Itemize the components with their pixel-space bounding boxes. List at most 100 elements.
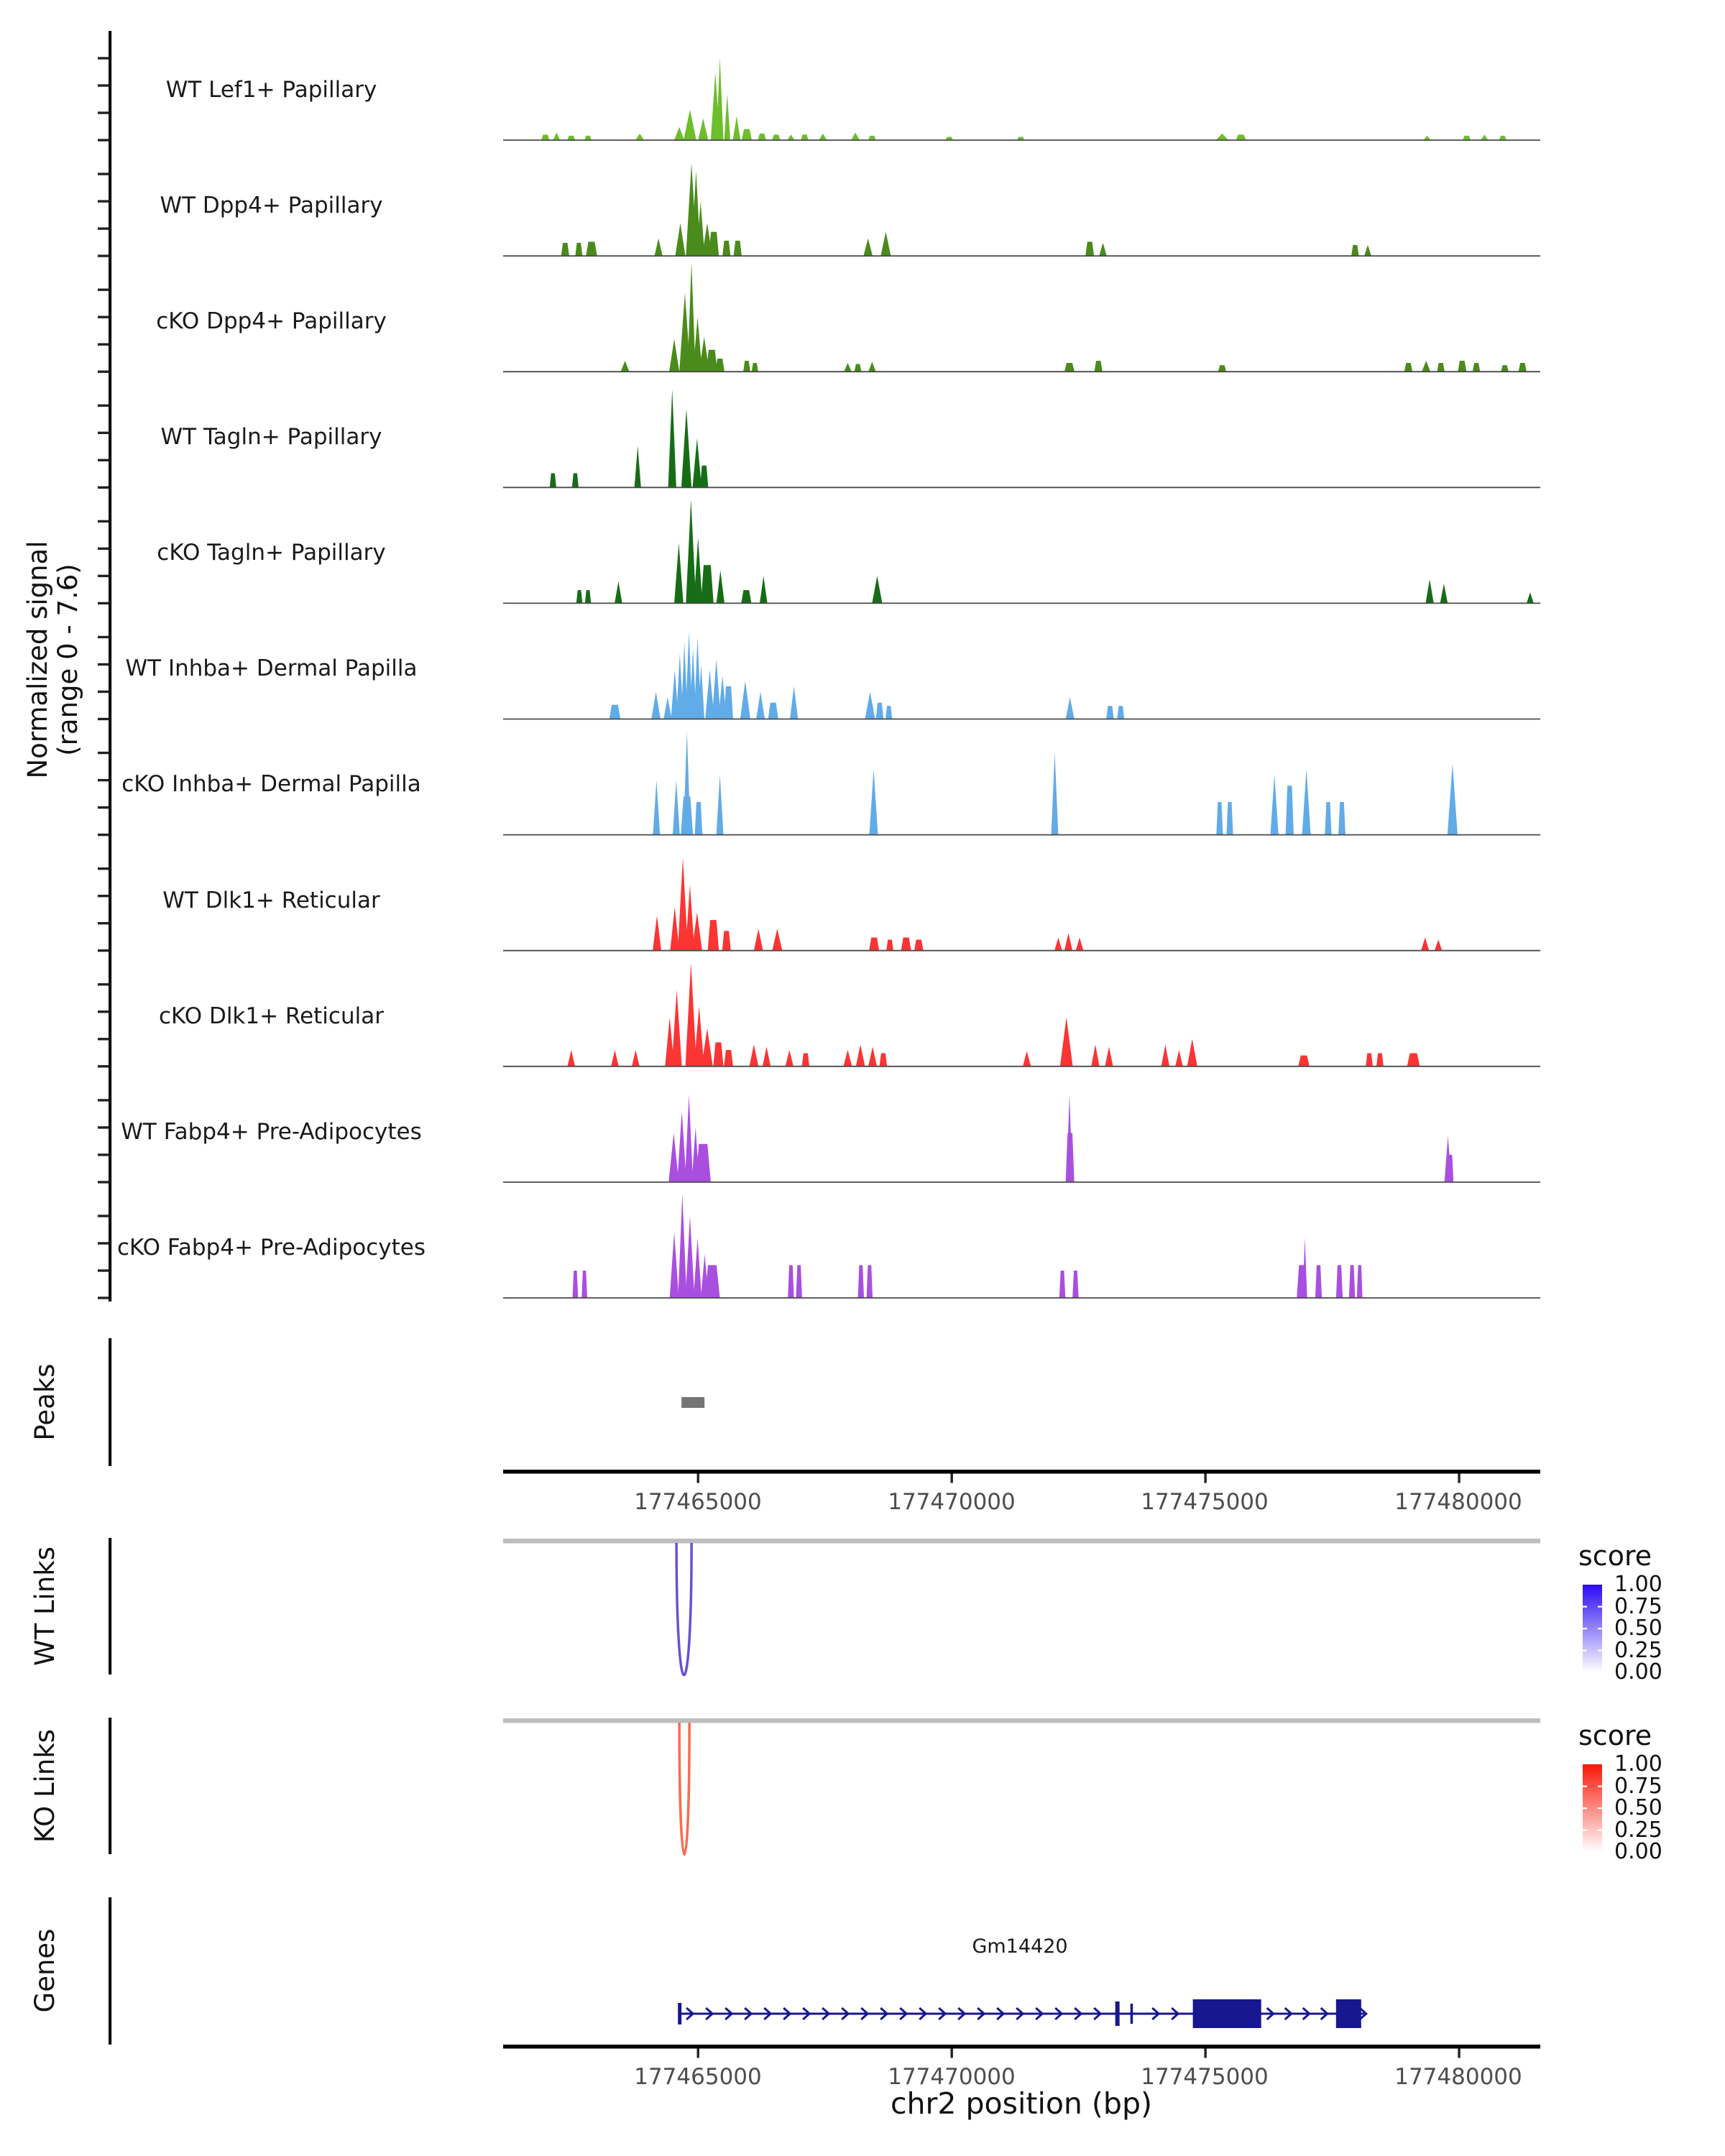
coverage-peak [1425, 579, 1434, 604]
coverage-peak [668, 389, 676, 488]
strand-arrow-icon [724, 2007, 734, 2021]
y-axis-tick [98, 1215, 109, 1217]
xtick-177475000-lower: 177475000 [1141, 2064, 1269, 2090]
strand-arrow-icon [880, 2007, 889, 2021]
coverage-peak [1072, 1271, 1079, 1298]
y-axis-tick [98, 200, 109, 203]
gene-start-marker [678, 2003, 682, 2024]
wt-links-axis [109, 1538, 112, 1674]
coverage-peak [693, 317, 702, 372]
legend-tick [1583, 1807, 1587, 1810]
y-axis-tick [98, 1126, 109, 1129]
track-label-cko-fabp4-pre-adipocytes: cKO Fabp4+ Pre-Adipocytes [117, 1235, 426, 1261]
coverage-peak [1338, 802, 1346, 835]
x-axis-tick [696, 2048, 699, 2058]
coverage-peak [1226, 802, 1233, 835]
y-axis-tick [98, 227, 109, 230]
coverage-peak [1085, 241, 1095, 257]
track-label-wt-lef1-papillary: WT Lef1+ Papillary [165, 77, 377, 103]
strand-arrow-icon [763, 2007, 773, 2021]
coverage-peak [668, 1133, 679, 1182]
genomic-x-axis [503, 2045, 1540, 2049]
coverage-peak [1064, 363, 1075, 372]
coverage-peak [879, 1053, 888, 1067]
coverage-peak [1023, 1051, 1031, 1067]
coverage-peak [796, 1265, 802, 1298]
coverage-peak [1447, 763, 1458, 835]
coverage-peak [1236, 134, 1246, 140]
coverage-peak [685, 962, 697, 1067]
strand-arrow-icon [938, 2007, 947, 2021]
coverage-peak [1298, 1055, 1310, 1067]
y-axis-tick [98, 574, 109, 578]
coverage-peak [653, 780, 661, 835]
coverage-peak [1065, 1133, 1075, 1182]
peak-interval [681, 1397, 705, 1408]
coverage-peak [1440, 584, 1448, 604]
wt-score-0.00: 0.00 [1614, 1659, 1662, 1685]
legend-tick [1583, 1649, 1587, 1651]
coverage-peak [716, 775, 724, 835]
y-axis-tick [98, 172, 109, 175]
strand-arrow-icon [841, 2007, 850, 2021]
coverage-peak [1501, 365, 1509, 372]
coverage-peak [1161, 1044, 1169, 1067]
coverage-peak [880, 231, 891, 257]
coverage-peak [1447, 1154, 1454, 1182]
signal-track-wt-dlk1-reticular [503, 857, 1540, 952]
coverage-peak [1463, 135, 1471, 140]
y-axis-tick [98, 1065, 109, 1068]
coverage-peak [1437, 363, 1445, 372]
gene-thin-exon [1115, 2001, 1120, 2026]
coverage-peak [741, 590, 752, 604]
coverage-peak [669, 1232, 679, 1298]
y-axis-tick [98, 520, 109, 523]
coverage-peak [758, 133, 766, 140]
coverage-peak [1518, 363, 1527, 372]
track-label-wt-inhba-dermal-papilla: WT Inhba+ Dermal Papilla [125, 655, 418, 681]
coverage-peak [868, 135, 876, 140]
y-axis-tick [98, 1296, 109, 1299]
coverage-peak [901, 937, 911, 951]
strand-arrow-icon [957, 2007, 967, 2021]
x-axis-tick [1458, 2048, 1460, 2058]
coverage-peak [654, 238, 663, 257]
coverage-peak [865, 691, 875, 719]
coverage-peak [1423, 135, 1431, 140]
y-axis-tick [98, 867, 109, 870]
track-label-cko-dpp4-papillary: cKO Dpp4+ Papillary [156, 308, 387, 334]
coverage-peak [1421, 937, 1430, 951]
y-axis-tick [98, 84, 109, 87]
coverage-peak [679, 292, 691, 372]
coverage-peak [681, 408, 692, 488]
coverage-peak [1051, 752, 1059, 835]
coverage-peak [684, 1095, 694, 1182]
xtick-177465000-lower: 177465000 [634, 2064, 762, 2090]
strand-arrow-icon [783, 2007, 792, 2021]
coverage-peak [685, 631, 693, 719]
coverage-peak [677, 1111, 686, 1182]
coverage-peak [701, 565, 714, 604]
coverage-peak [692, 438, 702, 488]
coverage-peak [686, 499, 696, 604]
coverage-peak [712, 658, 721, 719]
coverage-peak [760, 576, 768, 604]
y-axis-tick [98, 1242, 109, 1245]
coverage-peak [1270, 775, 1279, 835]
y-axis-tick [98, 1153, 109, 1156]
coverage-peak [1458, 361, 1467, 372]
y-axis-tick [98, 1269, 109, 1272]
track-label-wt-dpp4-papillary: WT Dpp4+ Papillary [160, 193, 383, 218]
coverage-peak [733, 240, 742, 257]
x-axis-title: chr2 position (bp) [891, 2086, 1152, 2121]
legend-tick [1583, 1628, 1587, 1630]
coverage-peak [611, 1050, 619, 1067]
coverage-peak [685, 1216, 695, 1298]
coverage-peak [665, 1017, 675, 1067]
y-axis-tick [98, 1038, 109, 1041]
coverage-peak [634, 446, 641, 488]
x-axis-tick [1458, 1473, 1460, 1483]
coverage-peak [670, 906, 680, 951]
signal-track-cko-fabp4-pre-adipocytes [503, 1194, 1540, 1299]
